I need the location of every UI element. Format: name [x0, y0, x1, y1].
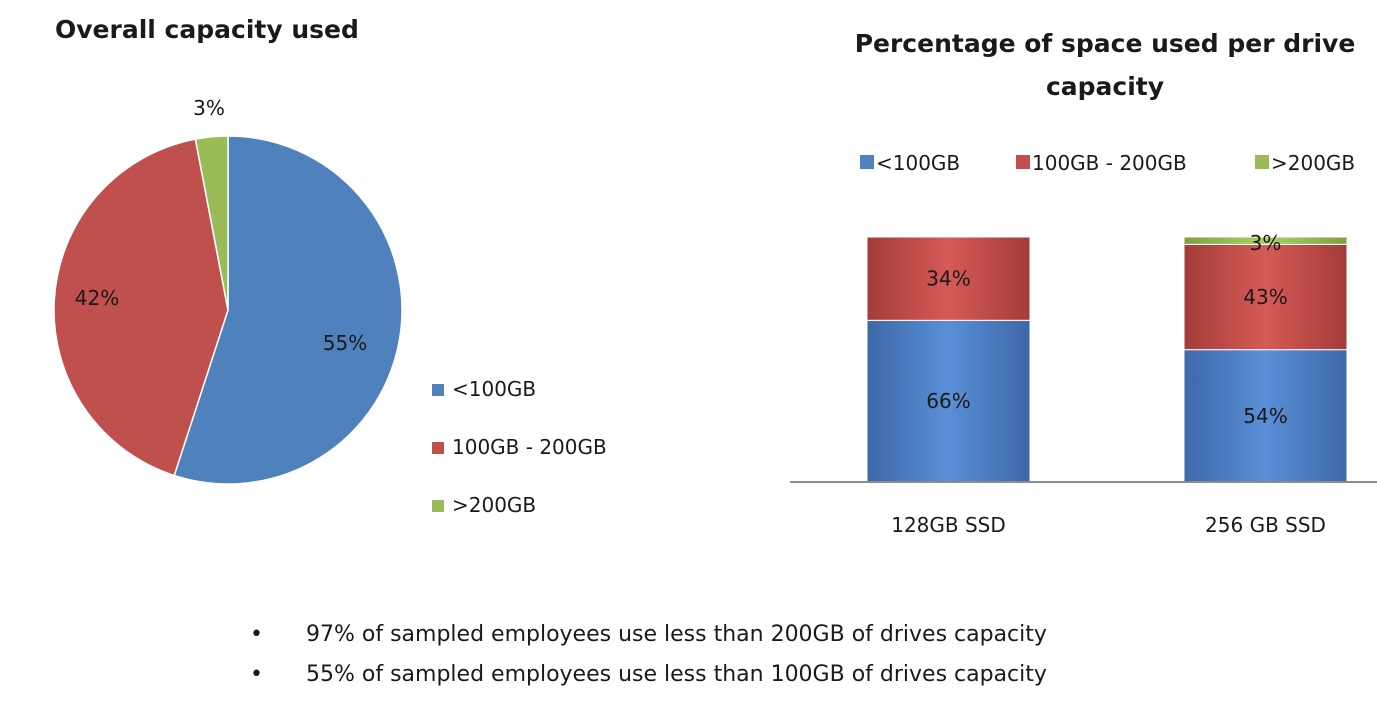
legend-swatch: [432, 384, 444, 396]
legend-label: <100GB: [452, 377, 536, 401]
legend-label: 100GB - 200GB: [452, 435, 607, 459]
legend-label: 100GB - 200GB: [1032, 151, 1187, 175]
legend-swatch: [1255, 155, 1269, 169]
bar-data-label: 66%: [926, 389, 970, 413]
legend-label: >200GB: [1271, 151, 1355, 175]
pie-slice: [173, 135, 403, 485]
legend-swatch: [1016, 155, 1030, 169]
legend-label: >200GB: [452, 493, 536, 517]
summary-notes: • 97% of sampled employees use less than…: [244, 615, 1047, 695]
bar-data-label: 43%: [1243, 285, 1287, 309]
bar-chart-title-line-1: Percentage of space used per drive: [855, 29, 1356, 58]
note-item: • 97% of sampled employees use less than…: [244, 615, 1047, 655]
x-tick-label: 256 GB SSD: [1205, 513, 1326, 537]
pie-legend: <100GB 100GB - 200GB >200GB: [432, 377, 607, 517]
pie-slice: [194, 135, 229, 311]
pie-data-label: 42%: [75, 286, 119, 310]
x-axis-tick-labels: 128GB SSD 256 GB SSD: [891, 513, 1326, 537]
bar-segment: [1183, 243, 1348, 351]
legend-label: <100GB: [876, 151, 960, 175]
note-text: 55% of sampled employees use less than 1…: [306, 662, 1047, 687]
bar-legend: <100GB 100GB - 200GB >200GB: [860, 151, 1355, 175]
bar-segment: [1183, 236, 1348, 245]
bar-data-label: 54%: [1243, 404, 1287, 428]
bar-segment: [866, 236, 1031, 321]
bar-data-label: 34%: [926, 267, 970, 291]
legend-swatch: [860, 155, 874, 169]
note-item: • 55% of sampled employees use less than…: [244, 655, 1047, 695]
bar-data-labels: 66% 34% 54% 43% 3%: [926, 231, 1287, 428]
bar-segment: [1183, 349, 1348, 483]
pie-slice: [53, 138, 229, 477]
bar-data-label: 3%: [1250, 231, 1282, 255]
bar-segment: [866, 319, 1031, 483]
pie-data-labels: 55% 42% 3%: [75, 96, 367, 355]
legend-swatch: [432, 500, 444, 512]
x-tick-label: 128GB SSD: [891, 513, 1006, 537]
bar-segments: [866, 236, 1348, 483]
pie-data-label: 3%: [193, 96, 225, 120]
pie-chart-title: Overall capacity used: [55, 15, 359, 44]
bar-chart-title-line-2: capacity: [1046, 72, 1164, 101]
legend-swatch: [432, 442, 444, 454]
pie-chart: Overall capacity used 55% 42% 3% <100GB 100…: [53, 15, 607, 517]
bullet-glyph: •: [250, 622, 263, 647]
bullet-glyph: •: [250, 662, 263, 687]
pie-slices: [53, 135, 403, 485]
pie-data-label: 55%: [323, 331, 367, 355]
note-text: 97% of sampled employees use less than 2…: [306, 622, 1047, 647]
